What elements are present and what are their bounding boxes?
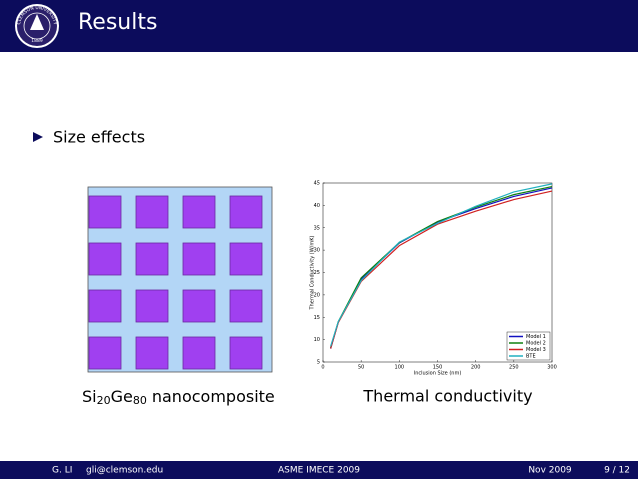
logo: CLEMSON UNIVERSITY 1889 — [15, 4, 59, 48]
caption-part: Si — [82, 387, 97, 406]
footer-bar — [0, 461, 638, 479]
figure-caption: Thermal conductivity — [362, 387, 532, 406]
bullet-text: Size effects — [53, 128, 145, 147]
figure-caption: Si20Ge80 nanocomposite — [82, 387, 275, 408]
inclusion — [88, 242, 122, 276]
caption-part: 80 — [133, 394, 147, 407]
y-tick-label: 30 — [314, 248, 320, 254]
inclusion — [229, 195, 263, 229]
inclusion — [135, 289, 169, 323]
y-tick-label: 15 — [314, 315, 320, 321]
legend-label: Model 2 — [526, 341, 546, 347]
x-tick-label: 100 — [395, 365, 405, 371]
footer-email: gli@clemson.edu — [86, 466, 163, 476]
logo-year: 1889 — [31, 38, 43, 44]
caption-part: Ge — [111, 387, 133, 406]
y-tick-label: 5 — [317, 360, 320, 366]
inclusion — [135, 195, 169, 229]
inclusion — [135, 242, 169, 276]
y-tick-label: 40 — [314, 203, 320, 209]
header-bar — [0, 0, 638, 52]
inclusion — [229, 336, 263, 370]
x-tick-label: 0 — [321, 365, 324, 371]
bullet-marker — [33, 132, 43, 142]
y-tick-label: 10 — [314, 337, 320, 343]
caption-part: nanocomposite — [152, 387, 275, 406]
footer-event: ASME IMECE 2009 — [278, 466, 360, 476]
caption-part: 20 — [97, 394, 111, 407]
y-tick-label: 45 — [314, 181, 320, 187]
x-tick-label: 250 — [509, 365, 519, 371]
y-axis-label: Thermal Conductivity (W/mK) — [310, 236, 316, 311]
x-tick-label: 50 — [358, 365, 364, 371]
inclusion — [182, 336, 216, 370]
legend-label: Model 1 — [526, 334, 546, 340]
inclusion — [88, 195, 122, 229]
inclusion — [88, 289, 122, 323]
inclusion — [229, 289, 263, 323]
x-tick-label: 200 — [471, 365, 481, 371]
footer-date: Nov 2009 — [528, 466, 572, 476]
legend-label: BTE — [526, 354, 536, 360]
inclusion — [182, 289, 216, 323]
x-axis-label: Inclusion Size (nm) — [414, 371, 462, 377]
y-tick-label: 35 — [314, 225, 320, 231]
chart: 0 50 100 150 200 250 300 5 10 15 20 25 30 35 40 45 Inclu… — [310, 181, 557, 377]
y-tick-label: 20 — [314, 292, 320, 298]
inclusion — [88, 336, 122, 370]
inclusion — [135, 336, 169, 370]
legend-label: Model 3 — [526, 347, 546, 353]
footer-page: 9 / 12 — [604, 466, 630, 476]
inclusion — [182, 195, 216, 229]
y-tick-label: 25 — [314, 270, 320, 276]
inclusion — [229, 242, 263, 276]
x-tick-label: 300 — [547, 365, 557, 371]
slide-title: Results — [78, 10, 157, 35]
footer-author: G. LI — [52, 466, 72, 476]
series-line — [330, 183, 553, 347]
x-tick-label: 150 — [433, 365, 443, 371]
nanocomposite-figure — [87, 186, 273, 373]
inclusion — [182, 242, 216, 276]
